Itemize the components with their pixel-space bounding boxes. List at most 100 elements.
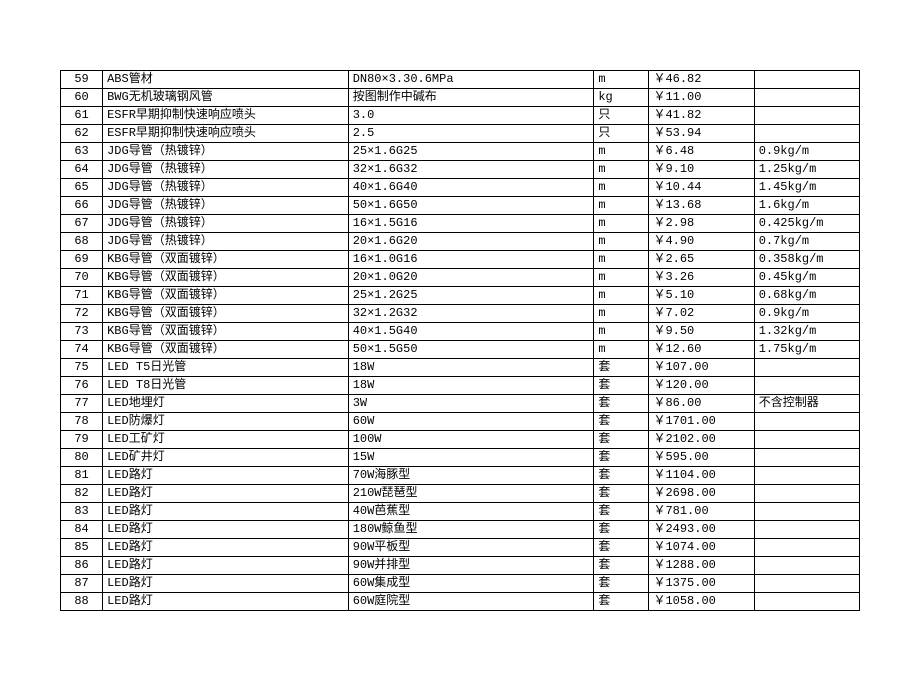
cell-num: 81: [61, 467, 103, 485]
cell-unit: 只: [594, 125, 649, 143]
cell-spec: 40×1.5G40: [348, 323, 594, 341]
table-row: 77LED地埋灯3W套￥86.00不含控制器: [61, 395, 860, 413]
cell-spec: 20×1.0G20: [348, 269, 594, 287]
cell-note: 1.75kg/m: [754, 341, 859, 359]
cell-num: 71: [61, 287, 103, 305]
table-row: 71KBG导管（双面镀锌）25×1.2G25m￥5.100.68kg/m: [61, 287, 860, 305]
cell-spec: 16×1.0G16: [348, 251, 594, 269]
cell-unit: m: [594, 161, 649, 179]
cell-name: KBG导管（双面镀锌）: [103, 251, 349, 269]
cell-note: [754, 503, 859, 521]
cell-unit: 只: [594, 107, 649, 125]
cell-num: 60: [61, 89, 103, 107]
cell-num: 86: [61, 557, 103, 575]
cell-note: [754, 125, 859, 143]
cell-note: 1.32kg/m: [754, 323, 859, 341]
table-row: 78LED防爆灯60W套￥1701.00: [61, 413, 860, 431]
cell-spec: 32×1.6G32: [348, 161, 594, 179]
cell-spec: 3W: [348, 395, 594, 413]
cell-num: 87: [61, 575, 103, 593]
cell-note: 不含控制器: [754, 395, 859, 413]
cell-note: [754, 359, 859, 377]
cell-price: ￥595.00: [649, 449, 754, 467]
cell-unit: 套: [594, 449, 649, 467]
cell-unit: m: [594, 233, 649, 251]
cell-unit: m: [594, 71, 649, 89]
cell-spec: 25×1.6G25: [348, 143, 594, 161]
cell-note: 0.45kg/m: [754, 269, 859, 287]
cell-unit: m: [594, 269, 649, 287]
cell-price: ￥86.00: [649, 395, 754, 413]
cell-num: 61: [61, 107, 103, 125]
cell-name: JDG导管（热镀锌）: [103, 233, 349, 251]
table-row: 87LED路灯60W集成型套￥1375.00: [61, 575, 860, 593]
table-row: 70KBG导管（双面镀锌）20×1.0G20m￥3.260.45kg/m: [61, 269, 860, 287]
table-row: 59ABS管材DN80×3.30.6MPam￥46.82: [61, 71, 860, 89]
cell-price: ￥107.00: [649, 359, 754, 377]
cell-num: 74: [61, 341, 103, 359]
cell-unit: 套: [594, 395, 649, 413]
table-row: 63JDG导管（热镀锌）25×1.6G25m￥6.480.9kg/m: [61, 143, 860, 161]
cell-num: 79: [61, 431, 103, 449]
cell-price: ￥7.02: [649, 305, 754, 323]
cell-spec: 90W平板型: [348, 539, 594, 557]
cell-price: ￥5.10: [649, 287, 754, 305]
cell-num: 88: [61, 593, 103, 611]
cell-spec: 100W: [348, 431, 594, 449]
cell-price: ￥11.00: [649, 89, 754, 107]
cell-name: LED地埋灯: [103, 395, 349, 413]
cell-num: 85: [61, 539, 103, 557]
cell-spec: 3.0: [348, 107, 594, 125]
cell-unit: 套: [594, 359, 649, 377]
cell-spec: 40×1.6G40: [348, 179, 594, 197]
cell-note: [754, 467, 859, 485]
cell-spec: 15W: [348, 449, 594, 467]
cell-price: ￥12.60: [649, 341, 754, 359]
cell-num: 59: [61, 71, 103, 89]
cell-note: [754, 485, 859, 503]
cell-price: ￥2102.00: [649, 431, 754, 449]
table-row: 74KBG导管（双面镀锌）50×1.5G50m￥12.601.75kg/m: [61, 341, 860, 359]
cell-spec: 210W琵琶型: [348, 485, 594, 503]
cell-price: ￥9.50: [649, 323, 754, 341]
cell-num: 83: [61, 503, 103, 521]
cell-spec: DN80×3.30.6MPa: [348, 71, 594, 89]
cell-name: KBG导管（双面镀锌）: [103, 287, 349, 305]
cell-spec: 180W鲸鱼型: [348, 521, 594, 539]
cell-note: [754, 107, 859, 125]
cell-name: LED T8日光管: [103, 377, 349, 395]
table-row: 76LED T8日光管18W套￥120.00: [61, 377, 860, 395]
cell-price: ￥6.48: [649, 143, 754, 161]
table-row: 75LED T5日光管18W套￥107.00: [61, 359, 860, 377]
cell-unit: 套: [594, 467, 649, 485]
cell-price: ￥41.82: [649, 107, 754, 125]
cell-note: [754, 89, 859, 107]
cell-name: BWG无机玻璃钢风管: [103, 89, 349, 107]
cell-name: LED路灯: [103, 593, 349, 611]
cell-unit: 套: [594, 431, 649, 449]
cell-unit: kg: [594, 89, 649, 107]
cell-note: 0.425kg/m: [754, 215, 859, 233]
cell-price: ￥9.10: [649, 161, 754, 179]
cell-spec: 32×1.2G32: [348, 305, 594, 323]
cell-unit: m: [594, 197, 649, 215]
cell-note: [754, 539, 859, 557]
table-row: 84LED路灯180W鲸鱼型套￥2493.00: [61, 521, 860, 539]
cell-spec: 2.5: [348, 125, 594, 143]
cell-note: [754, 71, 859, 89]
cell-spec: 40W芭蕉型: [348, 503, 594, 521]
cell-price: ￥13.68: [649, 197, 754, 215]
cell-num: 67: [61, 215, 103, 233]
table-row: 82LED路灯210W琵琶型套￥2698.00: [61, 485, 860, 503]
cell-unit: 套: [594, 593, 649, 611]
table-row: 80LED矿井灯15W套￥595.00: [61, 449, 860, 467]
cell-num: 64: [61, 161, 103, 179]
cell-note: [754, 593, 859, 611]
cell-name: LED工矿灯: [103, 431, 349, 449]
cell-price: ￥120.00: [649, 377, 754, 395]
cell-price: ￥53.94: [649, 125, 754, 143]
cell-spec: 16×1.5G16: [348, 215, 594, 233]
cell-name: JDG导管（热镀锌）: [103, 179, 349, 197]
cell-name: KBG导管（双面镀锌）: [103, 269, 349, 287]
cell-num: 62: [61, 125, 103, 143]
